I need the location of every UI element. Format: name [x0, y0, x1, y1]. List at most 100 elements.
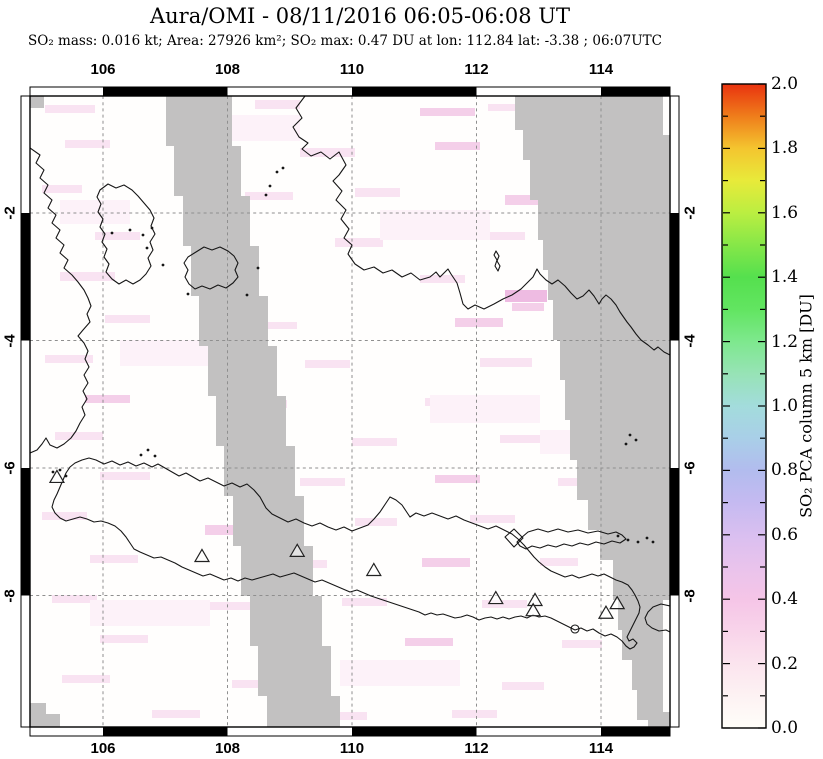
coastline-sumatra-east-coast: [30, 147, 92, 454]
lat-tick-label-left: -6: [1, 461, 19, 475]
lat-tick-label-left: -2: [1, 206, 19, 220]
coastline-layer: [30, 96, 670, 650]
so2-patch: [420, 108, 475, 116]
so2-patch: [90, 600, 210, 626]
swath-gap: [515, 96, 670, 727]
volcano-marker: [289, 543, 306, 557]
volcano-marker: [526, 592, 544, 607]
so2-patch: [355, 518, 397, 526]
colorbar-tick-label: 1.2: [771, 331, 799, 352]
islet-dot: [616, 534, 620, 538]
so2-patch: [455, 318, 503, 327]
so2-patch: [352, 438, 397, 446]
coastline-java-island: [51, 457, 641, 650]
volcano-marker: [365, 562, 382, 577]
gridlines-layer: [30, 96, 670, 727]
lon-tick-label-top: 108: [214, 61, 241, 78]
lat-tick-label-right: -4: [681, 333, 699, 348]
so2-patch: [430, 395, 540, 423]
coastal-lagoon: [570, 624, 580, 634]
islet-dot: [634, 438, 638, 442]
so2-patch: [100, 472, 150, 480]
islet-dot: [139, 453, 143, 457]
so2-patch: [60, 200, 130, 224]
so2-patch: [152, 710, 200, 718]
lon-tick-label-top: 110: [339, 61, 365, 78]
lon-tick-label-top: 106: [90, 61, 116, 78]
lon-tick-label-bottom: 108: [214, 740, 241, 757]
colorbar-tick-label: 0.8: [771, 460, 799, 481]
islet-dot: [64, 474, 68, 478]
colorbar-tick-label: 0.4: [771, 589, 799, 610]
so2-patch: [62, 675, 110, 683]
islet-dot: [628, 433, 632, 437]
lat-tick-label-right: -6: [681, 461, 699, 475]
so2-patch: [380, 210, 490, 240]
lat-tick-label-right: -8: [681, 588, 699, 603]
colorbar-tick-label: 2.0: [771, 74, 799, 94]
figure-subtitle: SO₂ mass: 0.016 kt; Area: 27926 km²; SO₂…: [28, 33, 662, 49]
so2-patch: [60, 272, 115, 281]
islet-dot: [636, 540, 640, 544]
so2-patch: [52, 595, 97, 603]
so2-patch: [42, 512, 87, 520]
colorbar-tick-label: 1.0: [771, 396, 799, 416]
coastline-belitung-island: [183, 246, 239, 290]
coastline-surabaya-strait-kite: [504, 528, 524, 548]
map-frame-outline: [29, 95, 671, 728]
so2-patch: [435, 475, 480, 483]
so2-patch: [65, 140, 110, 148]
colorbar-tick-label: 0.0: [771, 718, 799, 738]
islet-dot: [645, 536, 649, 540]
so2-patch: [255, 100, 300, 109]
coastline-madura-island: [516, 528, 627, 550]
lon-tick-label-top: 114: [588, 61, 614, 78]
lon-tick-label-bottom: 110: [339, 740, 365, 757]
volcano-markers-layer: [48, 469, 626, 619]
swath-gap: [30, 703, 60, 727]
colorbar-ticks-layer: [723, 83, 765, 729]
so2-patch: [205, 602, 253, 610]
figure-title: Aura/OMI - 08/11/2016 06:05-06:08 UT: [149, 4, 570, 28]
islet-dot: [150, 226, 154, 230]
so2-patch: [120, 340, 210, 366]
so2-patch: [85, 395, 130, 403]
islet-dot: [626, 538, 630, 542]
colorbar-tick-label: 0.6: [771, 524, 799, 545]
so2-patch: [505, 290, 547, 302]
so2-patch: [562, 640, 602, 648]
so2-patch: [355, 188, 400, 197]
so2-patch: [512, 303, 544, 311]
volcano-marker: [597, 605, 615, 619]
so2-patch: [342, 598, 387, 606]
volcano-marker: [525, 602, 542, 617]
islet-dot: [141, 233, 145, 237]
lat-tick-label-right: -2: [681, 206, 699, 220]
so2-patch: [452, 710, 497, 718]
islet-dot: [153, 454, 157, 458]
lon-tick-label-bottom: 114: [588, 740, 614, 757]
volcano-marker: [193, 548, 211, 563]
so2-patch: [322, 712, 367, 720]
so2-patch: [55, 432, 103, 440]
so2-patches-layer: [42, 100, 663, 720]
islet-dot: [281, 166, 285, 170]
so2-patch: [45, 105, 95, 113]
so2-patch: [482, 600, 527, 608]
so2-patch: [500, 435, 548, 443]
islet-dot: [268, 184, 272, 188]
coastline-bali-west-coast: [644, 603, 670, 633]
lat-tick-label-left: -4: [1, 333, 19, 348]
so2-patch: [480, 358, 532, 367]
so2-patch: [422, 558, 470, 567]
so2-patch: [245, 192, 293, 200]
so2-patch: [300, 478, 345, 486]
islet-dot: [145, 246, 149, 250]
lon-tick-label-top: 112: [464, 61, 489, 78]
islet-dot: [161, 263, 165, 267]
so2-patch: [232, 680, 277, 688]
volcano-marker: [609, 595, 626, 610]
islet-dot: [110, 231, 114, 235]
coastline-laut-islet-strip: [493, 250, 501, 272]
